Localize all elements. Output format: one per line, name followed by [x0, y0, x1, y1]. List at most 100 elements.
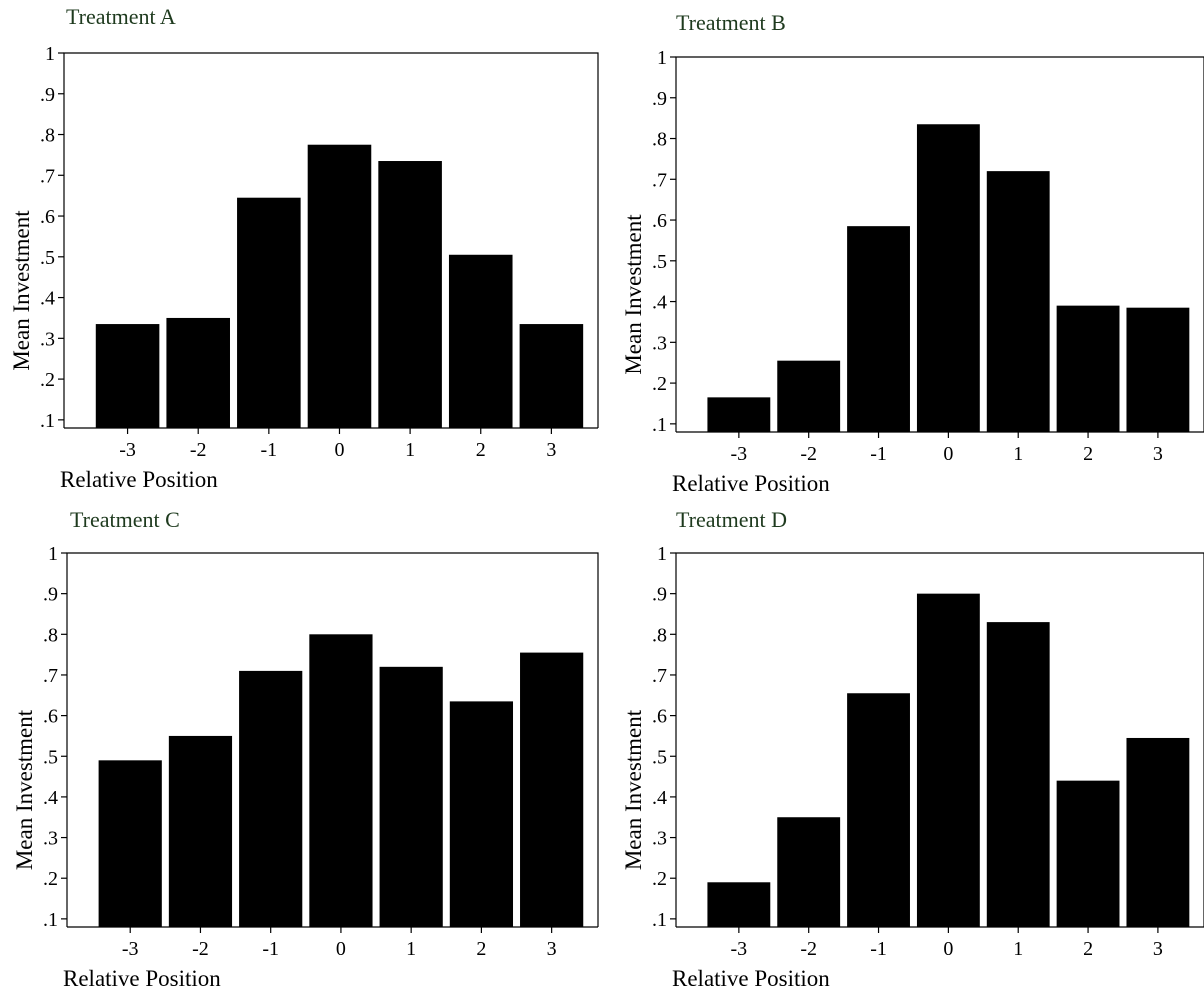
chart-panel: Treatment A 1 .9 .8 .7 .6 .5 .4 .3 .2 .1 -3 -2 -1 0 1 2 3…	[9, 4, 599, 492]
y-tick-label: .7	[40, 165, 55, 187]
chart-title: Treatment A	[66, 4, 176, 29]
y-tick-label: .8	[652, 624, 667, 646]
y-axis-label: Mean Investment	[9, 210, 34, 371]
x-tick-label: -2	[190, 439, 207, 461]
x-tick-label: 2	[1083, 443, 1093, 465]
y-tick-label: .6	[40, 206, 55, 228]
y-tick-label: .2	[652, 373, 667, 395]
y-tick-label: .4	[40, 288, 55, 310]
x-tick-label: 1	[405, 439, 415, 461]
bar	[309, 634, 373, 927]
bar	[519, 324, 584, 428]
x-tick-label: 3	[1153, 938, 1163, 960]
x-tick-label: -1	[261, 439, 278, 461]
y-axis-label: Mean Investment	[12, 709, 37, 870]
bar	[520, 652, 584, 927]
chart-panel: Treatment B 1 .9 .8 .7 .6 .5 .4 .3 .2 .1 -3 -2 -1 0 1 2 3…	[621, 10, 1204, 496]
bar	[847, 693, 910, 927]
y-tick-label: .2	[40, 369, 55, 391]
bar	[916, 124, 980, 432]
x-tick-label: 2	[476, 439, 486, 461]
y-tick-label: .1	[40, 410, 55, 432]
bar	[707, 397, 771, 432]
y-tick-label: .2	[43, 868, 58, 890]
y-tick-label: .5	[652, 251, 667, 273]
x-tick-label: -3	[731, 443, 748, 465]
x-tick-label: 1	[1013, 443, 1023, 465]
y-tick-label: .5	[652, 746, 667, 768]
bar	[1056, 780, 1120, 927]
y-tick-label: .2	[652, 868, 667, 890]
y-tick-label: .6	[43, 706, 58, 728]
y-tick-label: .9	[40, 84, 55, 106]
y-tick-label: .4	[652, 292, 667, 314]
x-tick-label: -2	[192, 938, 209, 960]
y-tick-label: .4	[43, 787, 58, 809]
y-tick-label: .9	[43, 584, 58, 606]
x-tick-label: 3	[1153, 443, 1163, 465]
chart-title: Treatment C	[70, 507, 180, 532]
plot-frame	[66, 552, 599, 927]
x-tick-label: 3	[547, 938, 557, 960]
bar	[847, 226, 910, 432]
plot-frame	[63, 52, 599, 428]
y-tick-label: .1	[43, 909, 58, 931]
bar	[986, 171, 1050, 432]
bar	[448, 254, 513, 428]
bar	[307, 144, 372, 428]
x-tick-label: -1	[870, 443, 887, 465]
y-tick-label: .8	[652, 129, 667, 151]
bar	[449, 701, 514, 927]
x-axis-label: Relative Position	[672, 471, 830, 496]
y-tick-label: 1	[45, 43, 55, 65]
bar	[1056, 305, 1120, 432]
x-tick-label: 1	[406, 938, 416, 960]
y-tick-label: .8	[43, 624, 58, 646]
x-tick-label: -3	[122, 938, 139, 960]
x-tick-label: -1	[870, 938, 887, 960]
x-tick-label: -3	[731, 938, 748, 960]
y-tick-label: 1	[657, 543, 667, 565]
bar	[777, 360, 841, 432]
x-tick-label: -2	[800, 443, 817, 465]
y-tick-label: .8	[40, 125, 55, 147]
x-tick-label: 0	[336, 938, 346, 960]
x-tick-label: 2	[476, 938, 486, 960]
x-tick-label: 2	[1083, 938, 1093, 960]
x-tick-label: 0	[943, 443, 953, 465]
chart-panel: Treatment D 1 .9 .8 .7 .6 .5 .4 .3 .2 .1 -3 -2 -1 0 1 2 3…	[621, 507, 1204, 989]
x-tick-label: 1	[1013, 938, 1023, 960]
x-axis-label: Relative Position	[672, 966, 830, 989]
y-tick-label: .7	[652, 169, 667, 191]
bar	[168, 735, 233, 927]
bar	[98, 760, 162, 927]
bar	[1126, 737, 1190, 927]
y-tick-label: 1	[48, 543, 58, 565]
bar	[777, 817, 841, 927]
bar	[166, 317, 230, 428]
x-axis-label: Relative Position	[63, 966, 221, 989]
bar	[239, 670, 303, 927]
y-tick-label: .3	[652, 828, 667, 850]
bar	[95, 324, 160, 428]
y-tick-label: .5	[43, 746, 58, 768]
y-tick-label: .4	[652, 787, 667, 809]
y-tick-label: .7	[43, 665, 58, 687]
bar	[916, 593, 980, 927]
bar	[379, 666, 443, 927]
y-tick-label: .6	[652, 706, 667, 728]
y-tick-label: .6	[652, 210, 667, 232]
y-tick-label: .1	[652, 414, 667, 436]
y-tick-label: .7	[652, 665, 667, 687]
x-axis-label: Relative Position	[60, 467, 218, 492]
y-axis-label: Mean Investment	[621, 214, 646, 375]
y-axis-label: Mean Investment	[621, 709, 646, 870]
x-tick-label: -3	[119, 439, 136, 461]
y-tick-label: .3	[43, 828, 58, 850]
y-tick-label: .9	[652, 584, 667, 606]
bar	[237, 197, 301, 428]
plot-frame	[675, 552, 1204, 927]
chart-title: Treatment D	[676, 507, 787, 532]
y-tick-label: .5	[40, 247, 55, 269]
